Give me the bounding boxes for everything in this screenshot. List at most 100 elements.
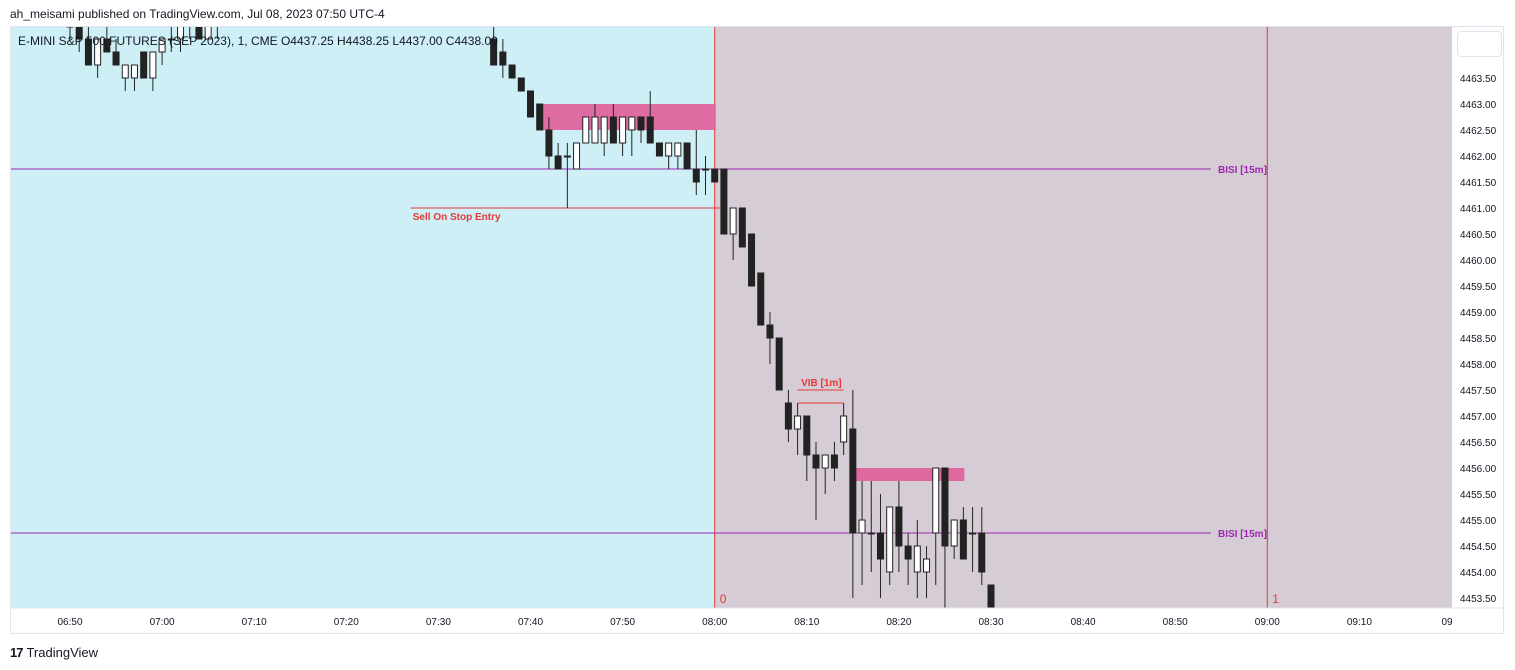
candle-body (840, 415, 848, 443)
candle-body (517, 77, 525, 92)
y-tick-label: 4456.50 (1460, 438, 1497, 449)
candle-body (167, 38, 175, 41)
candle-body (959, 519, 967, 560)
candle-body (490, 38, 498, 66)
candle-body (195, 27, 203, 40)
y-tick-label: 4456.00 (1460, 464, 1497, 475)
candle-body (609, 116, 617, 144)
tradingview-logo-icon: 17 (10, 645, 24, 660)
candle-body (112, 51, 120, 66)
x-tick-label: 08:30 (978, 617, 1003, 628)
candle-body (637, 116, 645, 131)
x-tick-label: 08:40 (1071, 617, 1096, 628)
y-tick-label: 4463.00 (1460, 100, 1497, 111)
x-tick-label: 08:50 (1163, 617, 1188, 628)
candle-body (204, 27, 212, 40)
y-tick-label: 4460.50 (1460, 230, 1497, 241)
y-tick-label: 4459.50 (1460, 282, 1497, 293)
candle-body (591, 116, 599, 144)
y-tick-label: 4461.00 (1460, 204, 1497, 215)
candle-body (858, 519, 866, 534)
x-tick-label: 09:00 (1255, 617, 1280, 628)
candle-body (683, 142, 691, 170)
candle-body (950, 519, 958, 547)
candle-body (895, 506, 903, 547)
candle-body (720, 168, 728, 235)
candle-body (711, 168, 719, 183)
time-scale-area (11, 608, 1503, 633)
candle-body (969, 532, 977, 535)
candle-body (563, 155, 571, 158)
publisher-caption: ah_meisami published on TradingView.com,… (10, 7, 385, 21)
post-session-background (714, 27, 1452, 608)
y-tick-label: 4459.00 (1460, 308, 1497, 319)
y-tick-label: 4460.00 (1460, 256, 1497, 267)
candle-body (923, 558, 931, 573)
candle-body (527, 90, 534, 118)
candle-body (729, 207, 737, 235)
y-tick-label: 4454.50 (1460, 542, 1497, 553)
x-tick-label: 07:10 (242, 617, 267, 628)
candle-body (876, 532, 884, 560)
x-tick-label: 07:40 (518, 617, 543, 628)
candle-body (978, 532, 986, 573)
y-tick-label: 4455.50 (1460, 490, 1497, 501)
candle-body (600, 116, 608, 144)
candle-body (84, 38, 92, 66)
x-tick-label: 09 (1441, 617, 1453, 628)
candle-body (830, 454, 838, 469)
candle-body (573, 142, 581, 170)
candle-body (582, 116, 590, 144)
x-tick-label: 07:30 (426, 617, 451, 628)
annotation-label: BISI [15m] (1218, 529, 1267, 540)
y-tick-label: 4457.50 (1460, 386, 1497, 397)
tradingview-brand[interactable]: TradingView (26, 645, 99, 660)
candle-body (619, 116, 627, 144)
candle-body (904, 545, 912, 560)
price-scale-button[interactable] (1457, 31, 1502, 57)
candle-body (803, 415, 811, 456)
candle-body (784, 402, 792, 430)
candle-body (987, 584, 995, 612)
candle-body (536, 103, 544, 131)
candle-body (554, 155, 562, 170)
candle-body (794, 415, 802, 430)
candle-body (545, 129, 553, 157)
annotation-label: Sell On Stop Entry (413, 212, 501, 223)
y-tick-label: 4463.50 (1460, 74, 1497, 85)
candle-body (757, 272, 765, 326)
candle-body (775, 337, 783, 391)
y-tick-label: 4462.00 (1460, 152, 1497, 163)
candle-body (158, 38, 166, 53)
candle-body (499, 51, 507, 66)
candle-body (75, 27, 83, 40)
candle-body (140, 51, 148, 79)
chart-panel[interactable]: 0 1 BISI [15m] BISI [15m] Sell On Stop Entry… (10, 26, 1504, 634)
y-tick-label: 4462.50 (1460, 126, 1497, 137)
candle-body (692, 168, 700, 183)
y-tick-label: 4461.50 (1460, 178, 1497, 189)
footer: 17 TradingView (10, 645, 98, 660)
x-tick-label: 07:20 (334, 617, 359, 628)
x-tick-label: 08:20 (886, 617, 911, 628)
y-tick-label: 4458.50 (1460, 334, 1497, 345)
imbalance-zone (539, 104, 716, 130)
candle-body (149, 51, 157, 79)
candle-body (103, 38, 111, 53)
candle-body (628, 116, 636, 131)
candle-body (932, 467, 940, 534)
candle-body (748, 233, 756, 287)
x-tick-label: 09:10 (1347, 617, 1372, 628)
y-tick-label: 4453.50 (1460, 594, 1497, 605)
x-tick-label: 06:50 (57, 617, 82, 628)
candle-body (94, 38, 102, 66)
x-tick-label: 08:10 (794, 617, 819, 628)
y-tick-label: 4457.00 (1460, 412, 1497, 423)
candle-body (738, 207, 746, 248)
candle-body (821, 454, 829, 469)
candle-body (886, 506, 894, 573)
candlestick-chart[interactable]: 0 1 BISI [15m] BISI [15m] Sell On Stop Entry… (11, 27, 1503, 633)
candle-body (701, 168, 709, 171)
candle-body (646, 116, 654, 144)
candle-body (508, 64, 516, 79)
